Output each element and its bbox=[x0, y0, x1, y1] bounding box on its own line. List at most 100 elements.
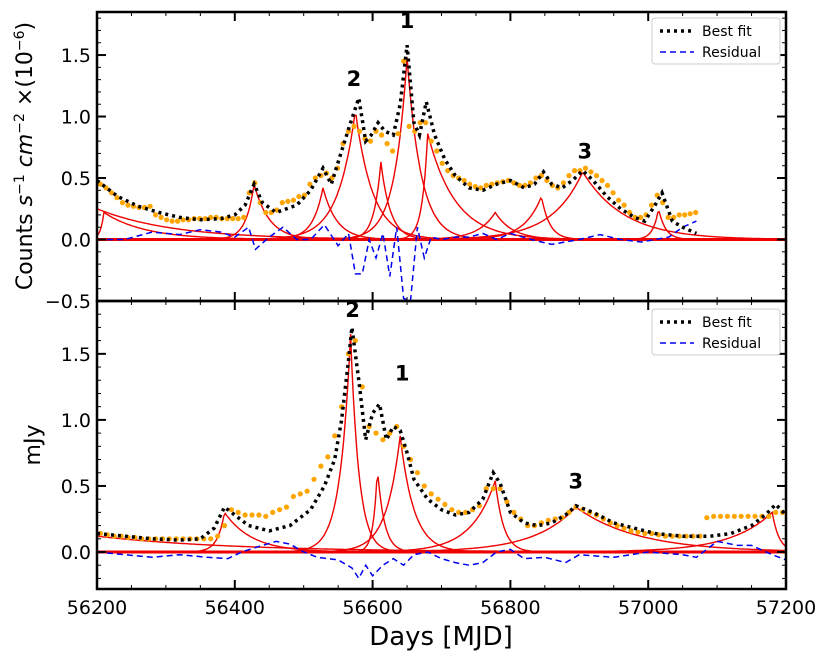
top-ytick-label: 0.5 bbox=[61, 168, 91, 190]
top-data-point bbox=[312, 175, 318, 181]
top-data-point bbox=[516, 182, 523, 188]
top-ytick-label: 1.5 bbox=[61, 45, 91, 67]
bot-data-point bbox=[456, 509, 462, 515]
bot-data-point bbox=[242, 512, 248, 518]
bot-flare-label-1: 1 bbox=[395, 361, 410, 385]
top-data-point bbox=[307, 181, 313, 187]
top-data-point bbox=[296, 193, 302, 200]
top-data-point bbox=[401, 58, 407, 64]
bottom-y-ticks: 0.0 0.5 1.0 1.5 bbox=[61, 301, 787, 589]
top-data-point bbox=[649, 202, 655, 208]
top-data-point bbox=[379, 132, 385, 138]
bot-residual-line bbox=[97, 540, 786, 580]
top-data-point bbox=[153, 212, 159, 218]
bot-fit-component-3 bbox=[97, 476, 786, 553]
top-data-point bbox=[445, 168, 451, 174]
top-data-point bbox=[693, 209, 699, 216]
bottom-fit-components bbox=[97, 333, 786, 554]
bot-data-point bbox=[297, 491, 303, 497]
top-data-point bbox=[384, 141, 390, 147]
top-data-point bbox=[610, 190, 616, 196]
top-fit-components bbox=[97, 57, 786, 242]
bot-data-point bbox=[628, 528, 634, 534]
top-legend: Best fit Residual bbox=[651, 17, 781, 65]
top-panel: −0.5 0.0 0.5 1.0 1.5 1 2 3 Best fit Residual C… bbox=[12, 9, 788, 313]
bot-data-point bbox=[442, 501, 448, 507]
bot-data-point bbox=[449, 507, 455, 513]
top-data-point bbox=[263, 209, 269, 216]
bot-flare-label-2: 2 bbox=[345, 298, 360, 322]
bot-data-point bbox=[497, 486, 503, 492]
bot-data-point bbox=[511, 509, 517, 515]
bot-data-point bbox=[290, 493, 296, 500]
top-data-point bbox=[164, 217, 170, 223]
top-data-point bbox=[665, 214, 671, 220]
bottom-axes-frame bbox=[95, 299, 788, 591]
bot-data-point bbox=[277, 507, 283, 513]
bot-data-point bbox=[221, 523, 228, 529]
top-y-axis-label: Counts s−1 cm−2 ×(10−6) bbox=[12, 22, 38, 290]
top-annotations: 1 2 3 bbox=[347, 9, 592, 163]
bot-data-point bbox=[738, 513, 744, 519]
bot-data-point bbox=[332, 433, 338, 439]
top-ytick-label: 0.0 bbox=[61, 230, 91, 252]
bot-fit-component-2 bbox=[97, 333, 786, 553]
x-axis-label: Days [MJD] bbox=[369, 622, 513, 652]
top-data-point bbox=[351, 123, 357, 129]
bot-data-point bbox=[270, 509, 276, 515]
top-data-point bbox=[577, 168, 583, 174]
bot-data-point bbox=[504, 499, 510, 505]
bot-data-point bbox=[773, 509, 779, 515]
xtick-label: 56600 bbox=[342, 597, 402, 619]
top-data-point bbox=[125, 202, 131, 208]
top-data-point bbox=[290, 197, 296, 203]
bot-bestfit-line bbox=[97, 327, 786, 542]
top-data-point bbox=[147, 203, 153, 209]
top-data-point bbox=[119, 200, 126, 206]
top-bestfit-line bbox=[97, 44, 698, 235]
top-data-point bbox=[467, 181, 473, 187]
bot-data-point bbox=[304, 488, 310, 494]
top-data-point bbox=[571, 168, 578, 174]
top-data-point bbox=[108, 190, 115, 196]
bot-flare-label-3: 3 bbox=[569, 470, 584, 494]
bot-data-point bbox=[635, 529, 641, 535]
xtick-label: 57000 bbox=[618, 597, 678, 619]
top-data-point bbox=[356, 128, 363, 134]
top-data-point bbox=[367, 138, 374, 144]
top-flare-label-2: 2 bbox=[347, 67, 362, 91]
top-data-point bbox=[395, 131, 401, 137]
top-ytick-label: −0.5 bbox=[45, 291, 91, 313]
bot-data-point bbox=[352, 338, 358, 344]
bot-fit-component-5 bbox=[97, 480, 786, 553]
top-data-point bbox=[461, 177, 467, 184]
bot-data-point bbox=[325, 454, 331, 460]
xtick-label: 56200 bbox=[67, 597, 127, 619]
top-data-point bbox=[544, 177, 550, 184]
bot-data-point bbox=[490, 486, 496, 492]
top-ytick-label: 1.0 bbox=[61, 107, 91, 129]
bot-data-point bbox=[642, 530, 648, 537]
top-data-point bbox=[235, 216, 241, 222]
bot-data-point bbox=[704, 515, 710, 521]
xtick-label: 56800 bbox=[480, 597, 540, 619]
xtick-label: 56400 bbox=[205, 597, 265, 619]
bot-data-point bbox=[717, 513, 724, 519]
bottom-annotations: 2 1 3 bbox=[345, 298, 583, 494]
bot-data-point bbox=[263, 513, 269, 519]
top-data-point bbox=[621, 202, 627, 208]
bot-fit-component-8 bbox=[97, 535, 786, 553]
top-data-point bbox=[483, 182, 489, 188]
bot-data-point bbox=[711, 513, 717, 519]
bot-data-point bbox=[373, 430, 379, 436]
bot-data-point bbox=[311, 476, 317, 482]
top-data-point bbox=[428, 138, 434, 144]
bot-data-point bbox=[414, 470, 420, 476]
top-data-point bbox=[241, 214, 247, 220]
top-data-point bbox=[285, 198, 291, 204]
top-fit-component-12 bbox=[97, 208, 786, 241]
top-data-point bbox=[175, 218, 181, 224]
bot-data-point bbox=[318, 463, 324, 469]
bot-fit-component-7 bbox=[97, 511, 786, 553]
top-flare-label-3: 3 bbox=[577, 139, 592, 163]
